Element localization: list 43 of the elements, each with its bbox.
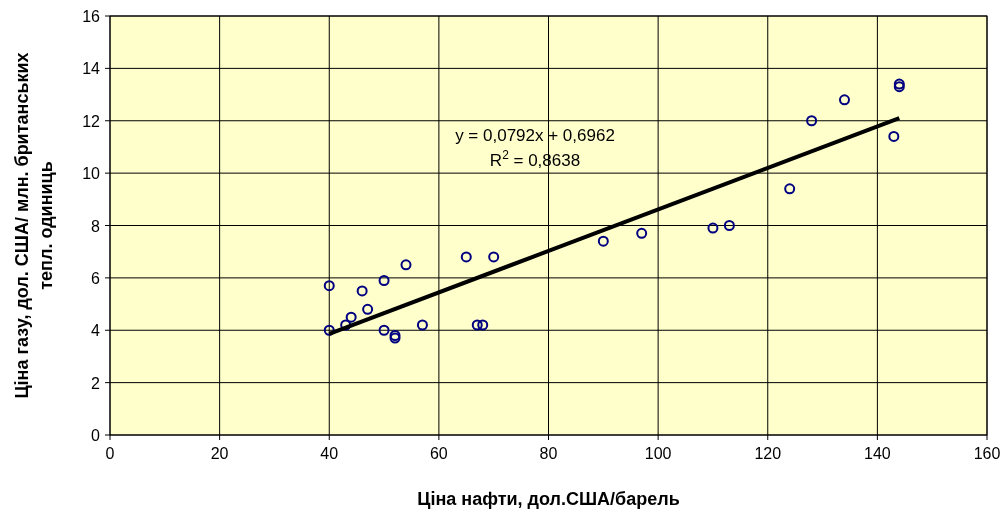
y-tick-label: 14 xyxy=(82,60,101,78)
y-tick-label: 2 xyxy=(91,374,101,392)
y-tick-label: 12 xyxy=(82,112,101,130)
point xyxy=(806,115,818,127)
point xyxy=(323,324,335,336)
x-tick-label: 0 xyxy=(105,445,115,462)
y-axis-title: Ціна газу, дол. США/ млн. британських тепл. одиниць xyxy=(12,52,56,399)
point xyxy=(707,222,719,234)
point xyxy=(784,183,796,195)
point xyxy=(888,130,900,142)
x-tick-label: 60 xyxy=(429,445,448,462)
x-tick-label: 80 xyxy=(539,445,558,462)
y-tick-label: 0 xyxy=(91,427,101,444)
x-tick-label: 140 xyxy=(864,445,891,462)
point xyxy=(400,259,412,271)
point xyxy=(356,285,368,297)
annotation: y = 0,0792x + 0,6962 xyxy=(455,126,615,145)
y-tick-label: 8 xyxy=(91,217,101,235)
point xyxy=(723,220,735,231)
x-tick-label: 120 xyxy=(754,445,782,462)
point xyxy=(362,303,374,315)
point xyxy=(597,235,609,247)
y-tick-label: 16 xyxy=(82,8,101,25)
x-tick-label: 20 xyxy=(210,445,229,462)
y-tick-label: 6 xyxy=(91,269,101,287)
point xyxy=(378,274,390,286)
point xyxy=(636,227,648,239)
point xyxy=(340,319,352,331)
point xyxy=(471,319,483,331)
point xyxy=(460,251,472,263)
point xyxy=(488,251,500,263)
x-axis-title: Ціна нафти, дол.США/барель xyxy=(417,489,680,509)
point xyxy=(378,324,390,336)
x-tick-label: 100 xyxy=(644,445,672,462)
x-tick-label: 160 xyxy=(973,445,1001,462)
point xyxy=(416,319,428,331)
y-tick-label: 4 xyxy=(91,322,101,340)
point xyxy=(838,94,850,106)
point xyxy=(345,311,357,323)
point xyxy=(477,319,489,331)
y-tick-label: 10 xyxy=(82,165,101,183)
x-tick-label: 40 xyxy=(320,445,339,462)
point xyxy=(323,280,335,292)
